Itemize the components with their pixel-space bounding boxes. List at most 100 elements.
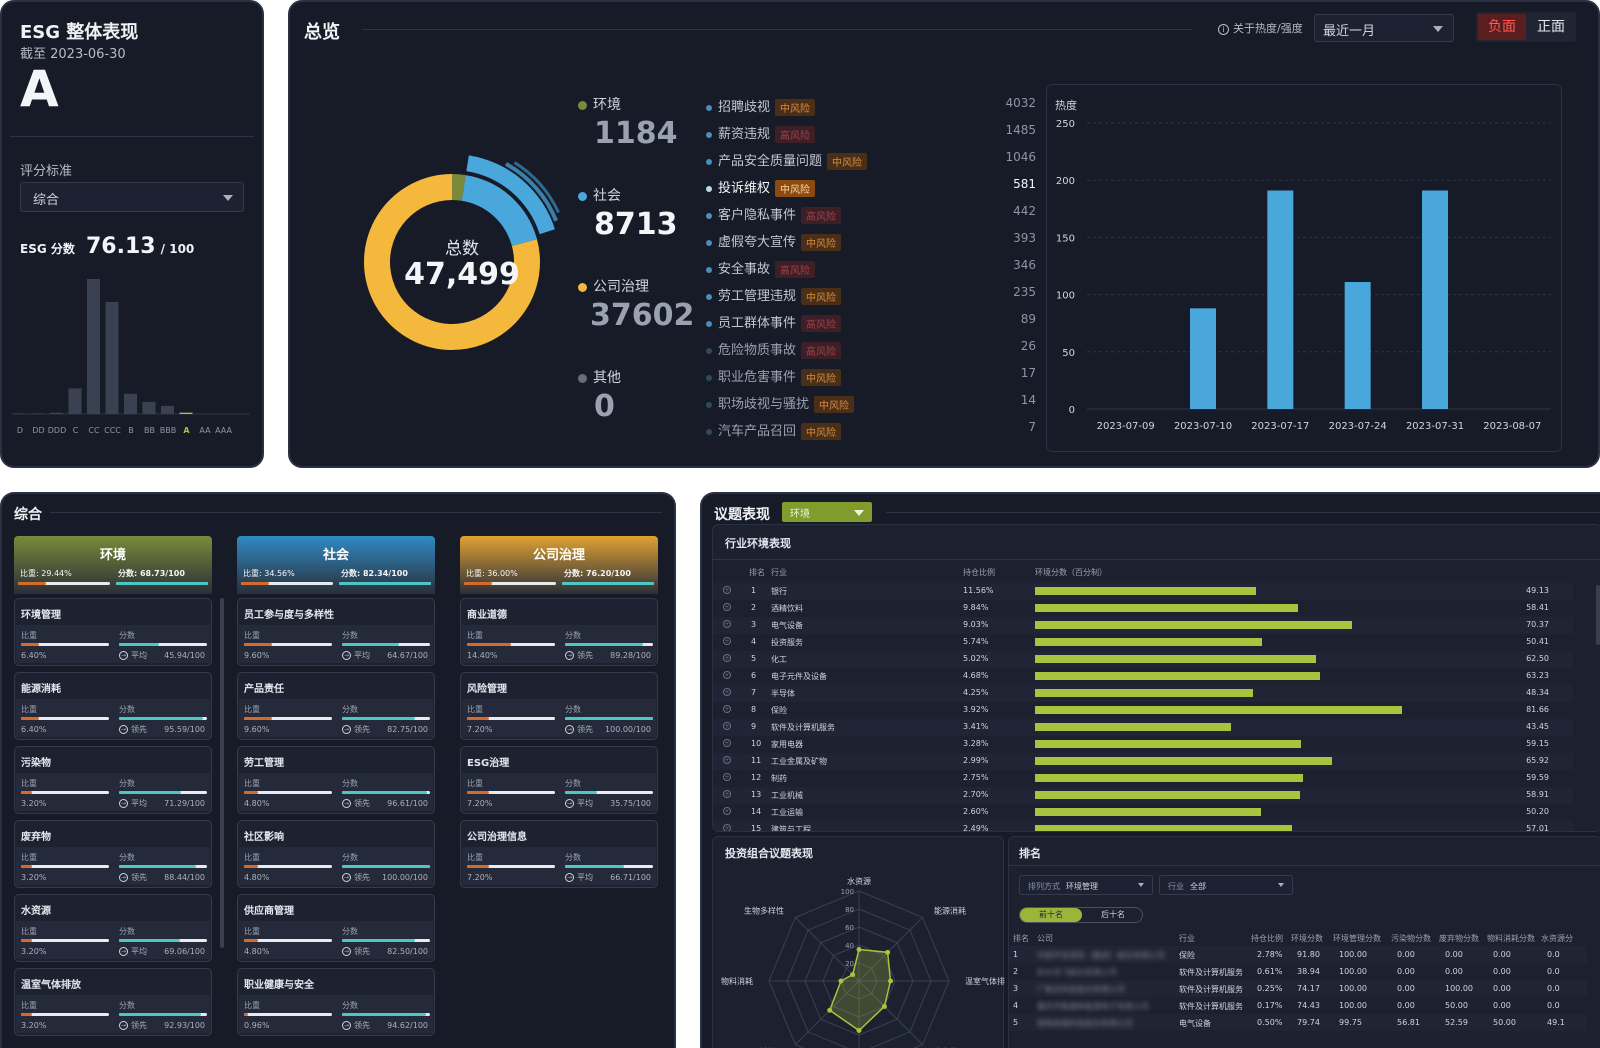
issue-row[interactable]: 薪资违规 高风险 1485 [706,123,1036,143]
metric-card[interactable]: 废弃物 比重 分数 3.20% → 领先 88.44/100 [14,820,212,888]
ranking-row[interactable]: 5 国电南瑞科技股份有限公司 电气设备 0.50% 79.74 99.75 56.81 52.… [1009,1014,1587,1031]
expand-icon[interactable]: + [723,756,731,764]
industry-row[interactable]: +15 建筑与工程 2.49% 57.01 [713,821,1573,831]
metric-card[interactable]: 社区影响 比重 分数 4.80% → 领先 100.00/100 [237,820,435,888]
metric-card[interactable]: 水资源 比重 分数 3.20% → 平均 69.06/100 [14,894,212,962]
industry-row[interactable]: +14 工业运输 2.60% 50.20 [713,804,1573,821]
heat-bar[interactable] [1267,190,1294,409]
pillar-header[interactable]: 社会 比重: 34.56% 分数: 82.34/100 [237,536,435,594]
issue-row[interactable]: 投诉维权 中风险 581 [706,177,1036,197]
issue-row[interactable]: 员工群体事件 高风险 89 [706,312,1036,332]
metric-card[interactable]: 员工参与度与多样性 比重 分数 9.60% → 平均 64.67/100 [237,598,435,666]
industry-row[interactable]: +1 银行 11.56% 49.13 [713,583,1573,600]
expand-icon[interactable]: + [723,586,731,594]
metric-card[interactable]: 供应商管理 比重 分数 4.80% → 领先 82.50/100 [237,894,435,962]
ranking-row[interactable]: 2 科大讯飞股份有限公司 软件及计算机服务 0.61% 38.94 100.00 0.00 0… [1009,963,1587,980]
category-item[interactable]: 公司治理 37602 [578,276,708,356]
issue-row[interactable]: 安全事故 高风险 346 [706,258,1036,278]
industry-row[interactable]: +8 保险 3.92% 81.66 [713,702,1573,719]
info-link[interactable]: i 关于热度/强度 [1218,20,1303,36]
metric-card[interactable]: 产品责任 比重 分数 9.60% → 领先 82.75/100 [237,672,435,740]
radar-point[interactable] [827,1007,833,1013]
metric-card[interactable]: 公司治理信息 比重 分数 7.20% → 平均 66.71/100 [460,820,658,888]
pillar-header[interactable]: 环境 比重: 29.44% 分数: 68.73/100 [14,536,212,594]
industry-row[interactable]: +4 投资服务 5.74% 50.41 [713,634,1573,651]
ranking-row[interactable]: 3 广联达科技股份有限公司 软件及计算机服务 0.25% 74.17 100.00 0.00… [1009,980,1587,997]
issue-row[interactable]: 职场歧视与骚扰 中风险 14 [706,393,1036,413]
industry-row[interactable]: +2 酒精饮料 9.84% 58.41 [713,600,1573,617]
heat-bar[interactable] [1344,282,1371,409]
industry-row[interactable]: +5 化工 5.02% 62.50 [713,651,1573,668]
category-item[interactable]: 其他 0 [578,367,708,447]
industry-row[interactable]: +13 工业机械 2.70% 58.91 [713,787,1573,804]
ranking-row[interactable]: 1 中国平安保险（集团）股份有限公司 保险 2.78% 91.80 100.00 0.00 0… [1009,946,1587,963]
category-item[interactable]: 环境 1184 [578,94,708,174]
radar-point[interactable] [888,978,893,984]
industry-row[interactable]: +3 电气设备 9.03% 70.37 [713,617,1573,634]
expand-icon[interactable]: + [723,739,731,747]
metric-card[interactable]: 风险管理 比重 分数 7.20% → 领先 100.00/100 [460,672,658,740]
expand-icon[interactable]: + [723,637,731,645]
radar-point[interactable] [881,1003,887,1009]
industry-row[interactable]: +10 家用电器 3.28% 59.15 [713,736,1573,753]
expand-icon[interactable]: + [723,654,731,662]
industry-row[interactable]: +6 电子元件及设备 4.68% 63.23 [713,668,1573,685]
expand-icon[interactable]: + [723,790,731,798]
industry-row[interactable]: +7 半导体 4.25% 48.34 [713,685,1573,702]
issue-row[interactable]: 劳工管理违规 中风险 235 [706,285,1036,305]
radar-point[interactable] [856,947,862,952]
metric-card[interactable]: 职业健康与安全 比重 分数 0.96% → 领先 94.62/100 [237,968,435,1036]
expand-icon[interactable]: + [723,620,731,628]
sort-select[interactable]: 排列方式 环境管理 [1019,875,1153,895]
weight-value: 4.80% [244,799,270,808]
metric-card[interactable]: ESG治理 比重 分数 7.20% → 平均 35.75/100 [460,746,658,814]
toggle-positive[interactable]: 正面 [1537,19,1565,35]
radar-point[interactable] [838,978,844,984]
scrollbar[interactable] [1596,585,1600,645]
metric-card[interactable]: 污染物 比重 分数 3.20% → 平均 71.29/100 [14,746,212,814]
tab-bottom-ten[interactable]: 后十名 [1101,910,1125,919]
metric-card[interactable]: 能源消耗 比重 分数 6.40% → 领先 95.59/100 [14,672,212,740]
metric-card[interactable]: 劳工管理 比重 分数 4.80% → 领先 96.61/100 [237,746,435,814]
metric-card[interactable]: 温室气体排放 比重 分数 3.20% → 领先 92.93/100 [14,968,212,1036]
expand-icon[interactable]: + [723,603,731,611]
issue-filter-select[interactable]: 环境 [782,502,872,522]
scrollbar[interactable] [220,598,224,948]
industry-row[interactable]: +12 制药 2.75% 59.59 [713,770,1573,787]
expand-icon[interactable]: + [723,671,731,679]
expand-icon[interactable]: + [723,722,731,730]
esg-title: ESG 整体表现 [20,22,139,43]
expand-icon[interactable]: + [723,773,731,781]
metric-card[interactable]: 环境管理 比重 分数 6.40% → 平均 45.94/100 [14,598,212,666]
tab-top-ten[interactable]: 前十名 [1020,908,1082,922]
heat-bar[interactable] [1422,190,1448,409]
criteria-select[interactable]: 综合 [20,182,244,212]
issue-row[interactable]: 客户隐私事件 高风险 442 [706,204,1036,224]
category-item[interactable]: 社会 8713 [578,185,708,265]
expand-icon[interactable]: + [723,688,731,696]
expand-icon[interactable]: + [723,705,731,713]
ranking-row[interactable]: 4 重庆市紫建新能源电子有限公司 软件及计算机服务 0.17% 74.43 100.00 0… [1009,997,1587,1014]
industry-row[interactable]: +9 软件及计算机服务 3.41% 43.45 [713,719,1573,736]
industry-select[interactable]: 行业 全部 [1159,875,1293,895]
industry-rows: +1 银行 11.56% 49.13 +2 酒精饮料 9.84% 58.41 +3 电气设备 9.0… [713,583,1593,831]
radar-point[interactable] [850,972,856,978]
toggle-negative[interactable]: 负面 [1478,14,1526,40]
metric-card[interactable]: 商业道德 比重 分数 14.40% → 领先 89.28/100 [460,598,658,666]
industry-row[interactable]: +11 工业金属及矿物 2.99% 65.92 [713,753,1573,770]
issue-row[interactable]: 汽车产品召回 中风险 7 [706,420,1036,440]
industry-weight: 4.68% [963,671,989,680]
pillar-header[interactable]: 公司治理 比重: 36.00% 分数: 76.20/100 [460,536,658,594]
radar-point[interactable] [885,949,891,955]
issue-row[interactable]: 产品安全质量问题 中风险 1046 [706,150,1036,170]
radar-point[interactable] [856,1028,862,1033]
issue-row[interactable]: 职业危害事件 中风险 17 [706,366,1036,386]
issue-row[interactable]: 虚假夸大宣传 中风险 393 [706,231,1036,251]
issue-row[interactable]: 招聘歧视 中风险 4032 [706,96,1036,116]
issue-row[interactable]: 危险物质事故 高风险 26 [706,339,1036,359]
expand-icon[interactable]: + [723,807,731,815]
divider [10,136,254,137]
heat-bar[interactable] [1190,308,1216,409]
expand-icon[interactable]: + [723,824,731,831]
period-select[interactable]: 最近一月 [1314,14,1454,42]
